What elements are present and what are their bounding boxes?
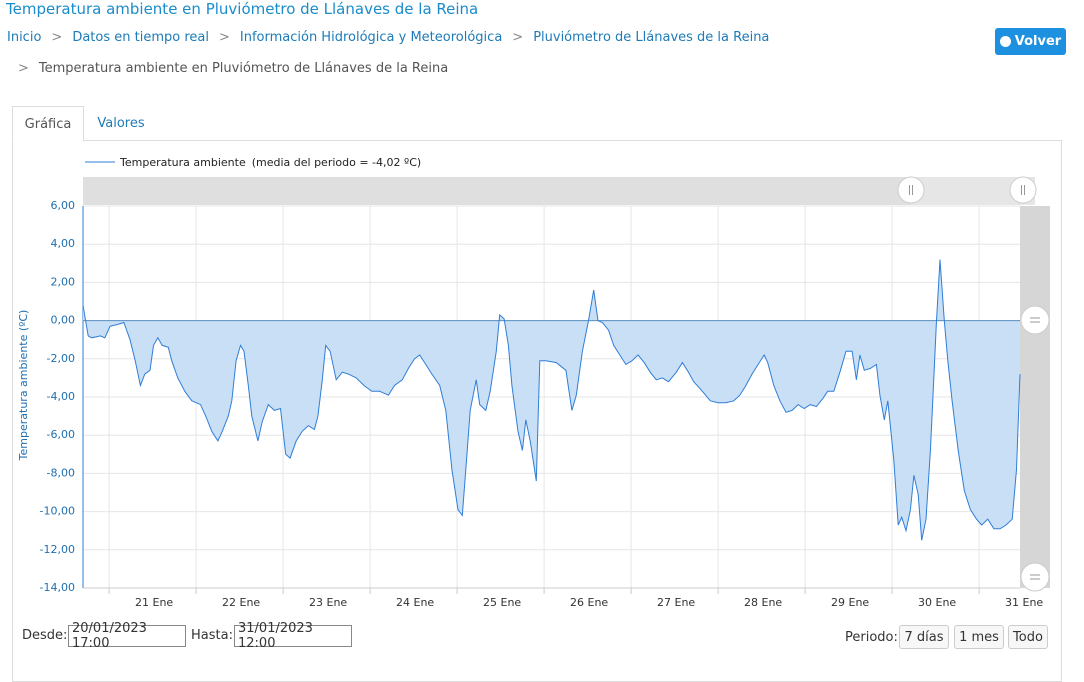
- scroll-handle: [1020, 305, 1050, 335]
- area: [83, 259, 1020, 541]
- y-tick-label: -2,00: [47, 352, 75, 365]
- breadcrumbs: > Temperatura ambiente en Pluviómetro de …: [18, 61, 449, 76]
- y-tick-label: -10,00: [40, 505, 75, 518]
- breadcrumb[interactable]: Datos en tiempo real: [72, 30, 209, 45]
- x-tick-label: 22 Ene: [222, 596, 260, 609]
- y-axis-label: Temperatura ambiente (ºC): [17, 310, 30, 462]
- legend-note: (media del periodo = -4,02 ºC): [252, 156, 421, 169]
- x-tick-label: 24 Ene: [396, 596, 434, 609]
- y-tick-label: 6,00: [51, 199, 76, 212]
- line: [82, 259, 1021, 541]
- back-button[interactable]: Volver: [995, 28, 1066, 55]
- x-tick-label: 31 Ene: [1005, 596, 1043, 609]
- breadcrumb[interactable]: Información Hidrológica y Meteorológica: [239, 30, 503, 45]
- to-input[interactable]: 31/01/2023 12:00: [234, 621, 352, 651]
- to-label: Hasta:: [191, 628, 233, 643]
- y-tick-label: 4,00: [51, 237, 76, 250]
- y-tick-label: -8,00: [47, 466, 75, 479]
- tab-active[interactable]: Gráfica: [12, 106, 84, 142]
- breadcrumb[interactable]: Pluviómetro de Llánaves de la Reina: [533, 30, 770, 45]
- legend-label: Temperatura ambiente (media del periodo =…: [119, 156, 421, 169]
- controls: Desde: 20/01/2023 17:00 Hasta: 31/01/202…: [22, 621, 1052, 651]
- y-tick-label: -14,00: [40, 581, 75, 594]
- breadcrumb-current: Temperatura ambiente en Pluviómetro de L…: [38, 61, 449, 76]
- page-title: Temperatura ambiente en Pluviómetro de L…: [6, 0, 479, 18]
- period-button[interactable]: 7 días: [899, 625, 949, 649]
- x-tick-label: 28 Ene: [744, 596, 782, 609]
- from-label: Desde:: [22, 628, 68, 643]
- x-tick-label: 27 Ene: [657, 596, 695, 609]
- x-tick-label: 29 Ene: [831, 596, 869, 609]
- x-tick-label: 23 Ene: [309, 596, 347, 609]
- x-tick-label: 26 Ene: [570, 596, 608, 609]
- scroll-handle: [1020, 562, 1050, 592]
- navigator-handle: [897, 176, 925, 204]
- tab[interactable]: Valores: [97, 115, 145, 131]
- period-button[interactable]: 1 mes: [954, 625, 1004, 649]
- y-tick-label: 2,00: [51, 275, 76, 288]
- legend-name: Temperatura ambiente: [119, 156, 246, 169]
- breadcrumb[interactable]: Inicio: [7, 30, 42, 45]
- x-tick-label: 25 Ene: [483, 596, 521, 609]
- y-tick-label: -4,00: [47, 390, 75, 403]
- x-tick-label: 30 Ene: [918, 596, 956, 609]
- period-button[interactable]: Todo: [1008, 625, 1048, 649]
- y-tick-label: -6,00: [47, 428, 75, 441]
- period-label: Periodo:: [845, 630, 898, 645]
- y-tick-label: -12,00: [40, 543, 75, 556]
- from-input[interactable]: 20/01/2023 17:00: [68, 621, 186, 651]
- navigator-handle: [1009, 176, 1037, 204]
- scrollbar: [1020, 206, 1050, 588]
- breadcrumbs: Inicio > Datos en tiempo real > Informació…: [7, 30, 770, 45]
- back-button-label: Volver: [1014, 34, 1062, 49]
- y-tick-label: 0,00: [51, 314, 76, 327]
- navigator-mask: [83, 177, 911, 205]
- x-tick-label: 21 Ene: [135, 596, 173, 609]
